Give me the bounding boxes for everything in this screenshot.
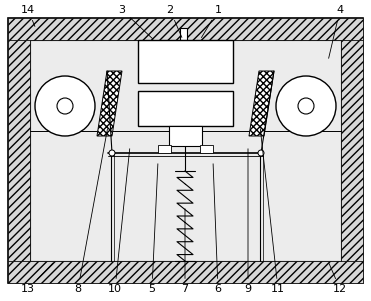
Bar (180, 28, 187, 40)
Text: 4: 4 (329, 5, 344, 58)
Circle shape (298, 98, 314, 114)
Text: 6: 6 (213, 164, 221, 294)
Text: 7: 7 (181, 209, 188, 294)
Text: 13: 13 (21, 263, 53, 294)
Circle shape (35, 76, 95, 136)
Text: 5: 5 (148, 164, 158, 294)
Bar (138, 91, 233, 126)
Bar (8, 18, 363, 40)
Circle shape (258, 150, 264, 156)
Text: 12: 12 (329, 264, 347, 294)
Text: 14: 14 (21, 5, 35, 26)
Bar (169, 126, 202, 146)
Bar (138, 40, 233, 83)
Circle shape (109, 150, 115, 156)
Bar (158, 145, 171, 153)
Text: 10: 10 (108, 149, 130, 294)
Bar (30, 40, 341, 261)
Text: 8: 8 (75, 129, 108, 294)
Bar (8, 261, 363, 283)
Polygon shape (249, 71, 274, 136)
Text: 2: 2 (167, 5, 182, 37)
Bar (200, 145, 213, 153)
Bar (8, 18, 363, 283)
Circle shape (276, 76, 336, 136)
Bar (8, 40, 30, 261)
Text: 1: 1 (201, 5, 221, 38)
Circle shape (57, 98, 73, 114)
Text: 3: 3 (118, 5, 153, 39)
Text: 9: 9 (244, 149, 252, 294)
Text: 11: 11 (260, 129, 285, 294)
Polygon shape (97, 71, 122, 136)
Bar (341, 40, 363, 261)
